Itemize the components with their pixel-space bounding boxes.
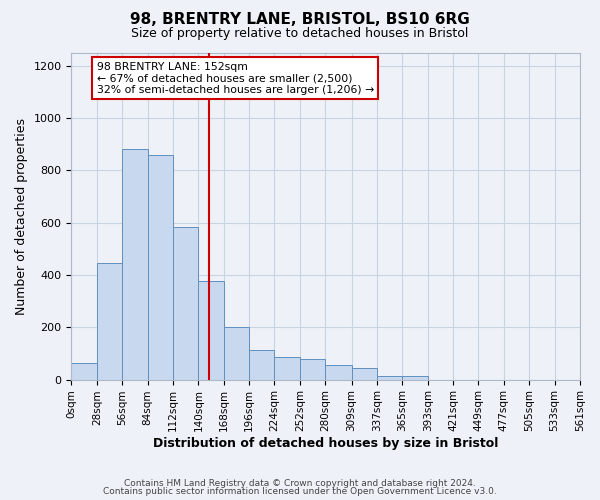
Bar: [224, 328, 249, 380]
Bar: [377, 376, 403, 380]
Text: 98, BRENTRY LANE, BRISTOL, BS10 6RG: 98, BRENTRY LANE, BRISTOL, BS10 6RG: [130, 12, 470, 28]
Bar: [403, 376, 428, 380]
X-axis label: Distribution of detached houses by size in Bristol: Distribution of detached houses by size …: [153, 437, 499, 450]
Bar: [325, 365, 352, 380]
Bar: [97, 263, 122, 380]
Text: Contains public sector information licensed under the Open Government Licence v3: Contains public sector information licen…: [103, 487, 497, 496]
Bar: [199, 282, 224, 380]
Bar: [274, 358, 300, 380]
Bar: [173, 226, 199, 380]
Text: Contains HM Land Registry data © Crown copyright and database right 2024.: Contains HM Land Registry data © Crown c…: [124, 478, 476, 488]
Bar: [352, 368, 377, 380]
Y-axis label: Number of detached properties: Number of detached properties: [15, 118, 28, 314]
Bar: [71, 362, 97, 380]
Text: 98 BRENTRY LANE: 152sqm
← 67% of detached houses are smaller (2,500)
32% of semi: 98 BRENTRY LANE: 152sqm ← 67% of detache…: [97, 62, 374, 95]
Bar: [249, 350, 274, 380]
Bar: [122, 150, 148, 380]
Text: Size of property relative to detached houses in Bristol: Size of property relative to detached ho…: [131, 28, 469, 40]
Bar: [300, 358, 325, 380]
Bar: [148, 154, 173, 380]
